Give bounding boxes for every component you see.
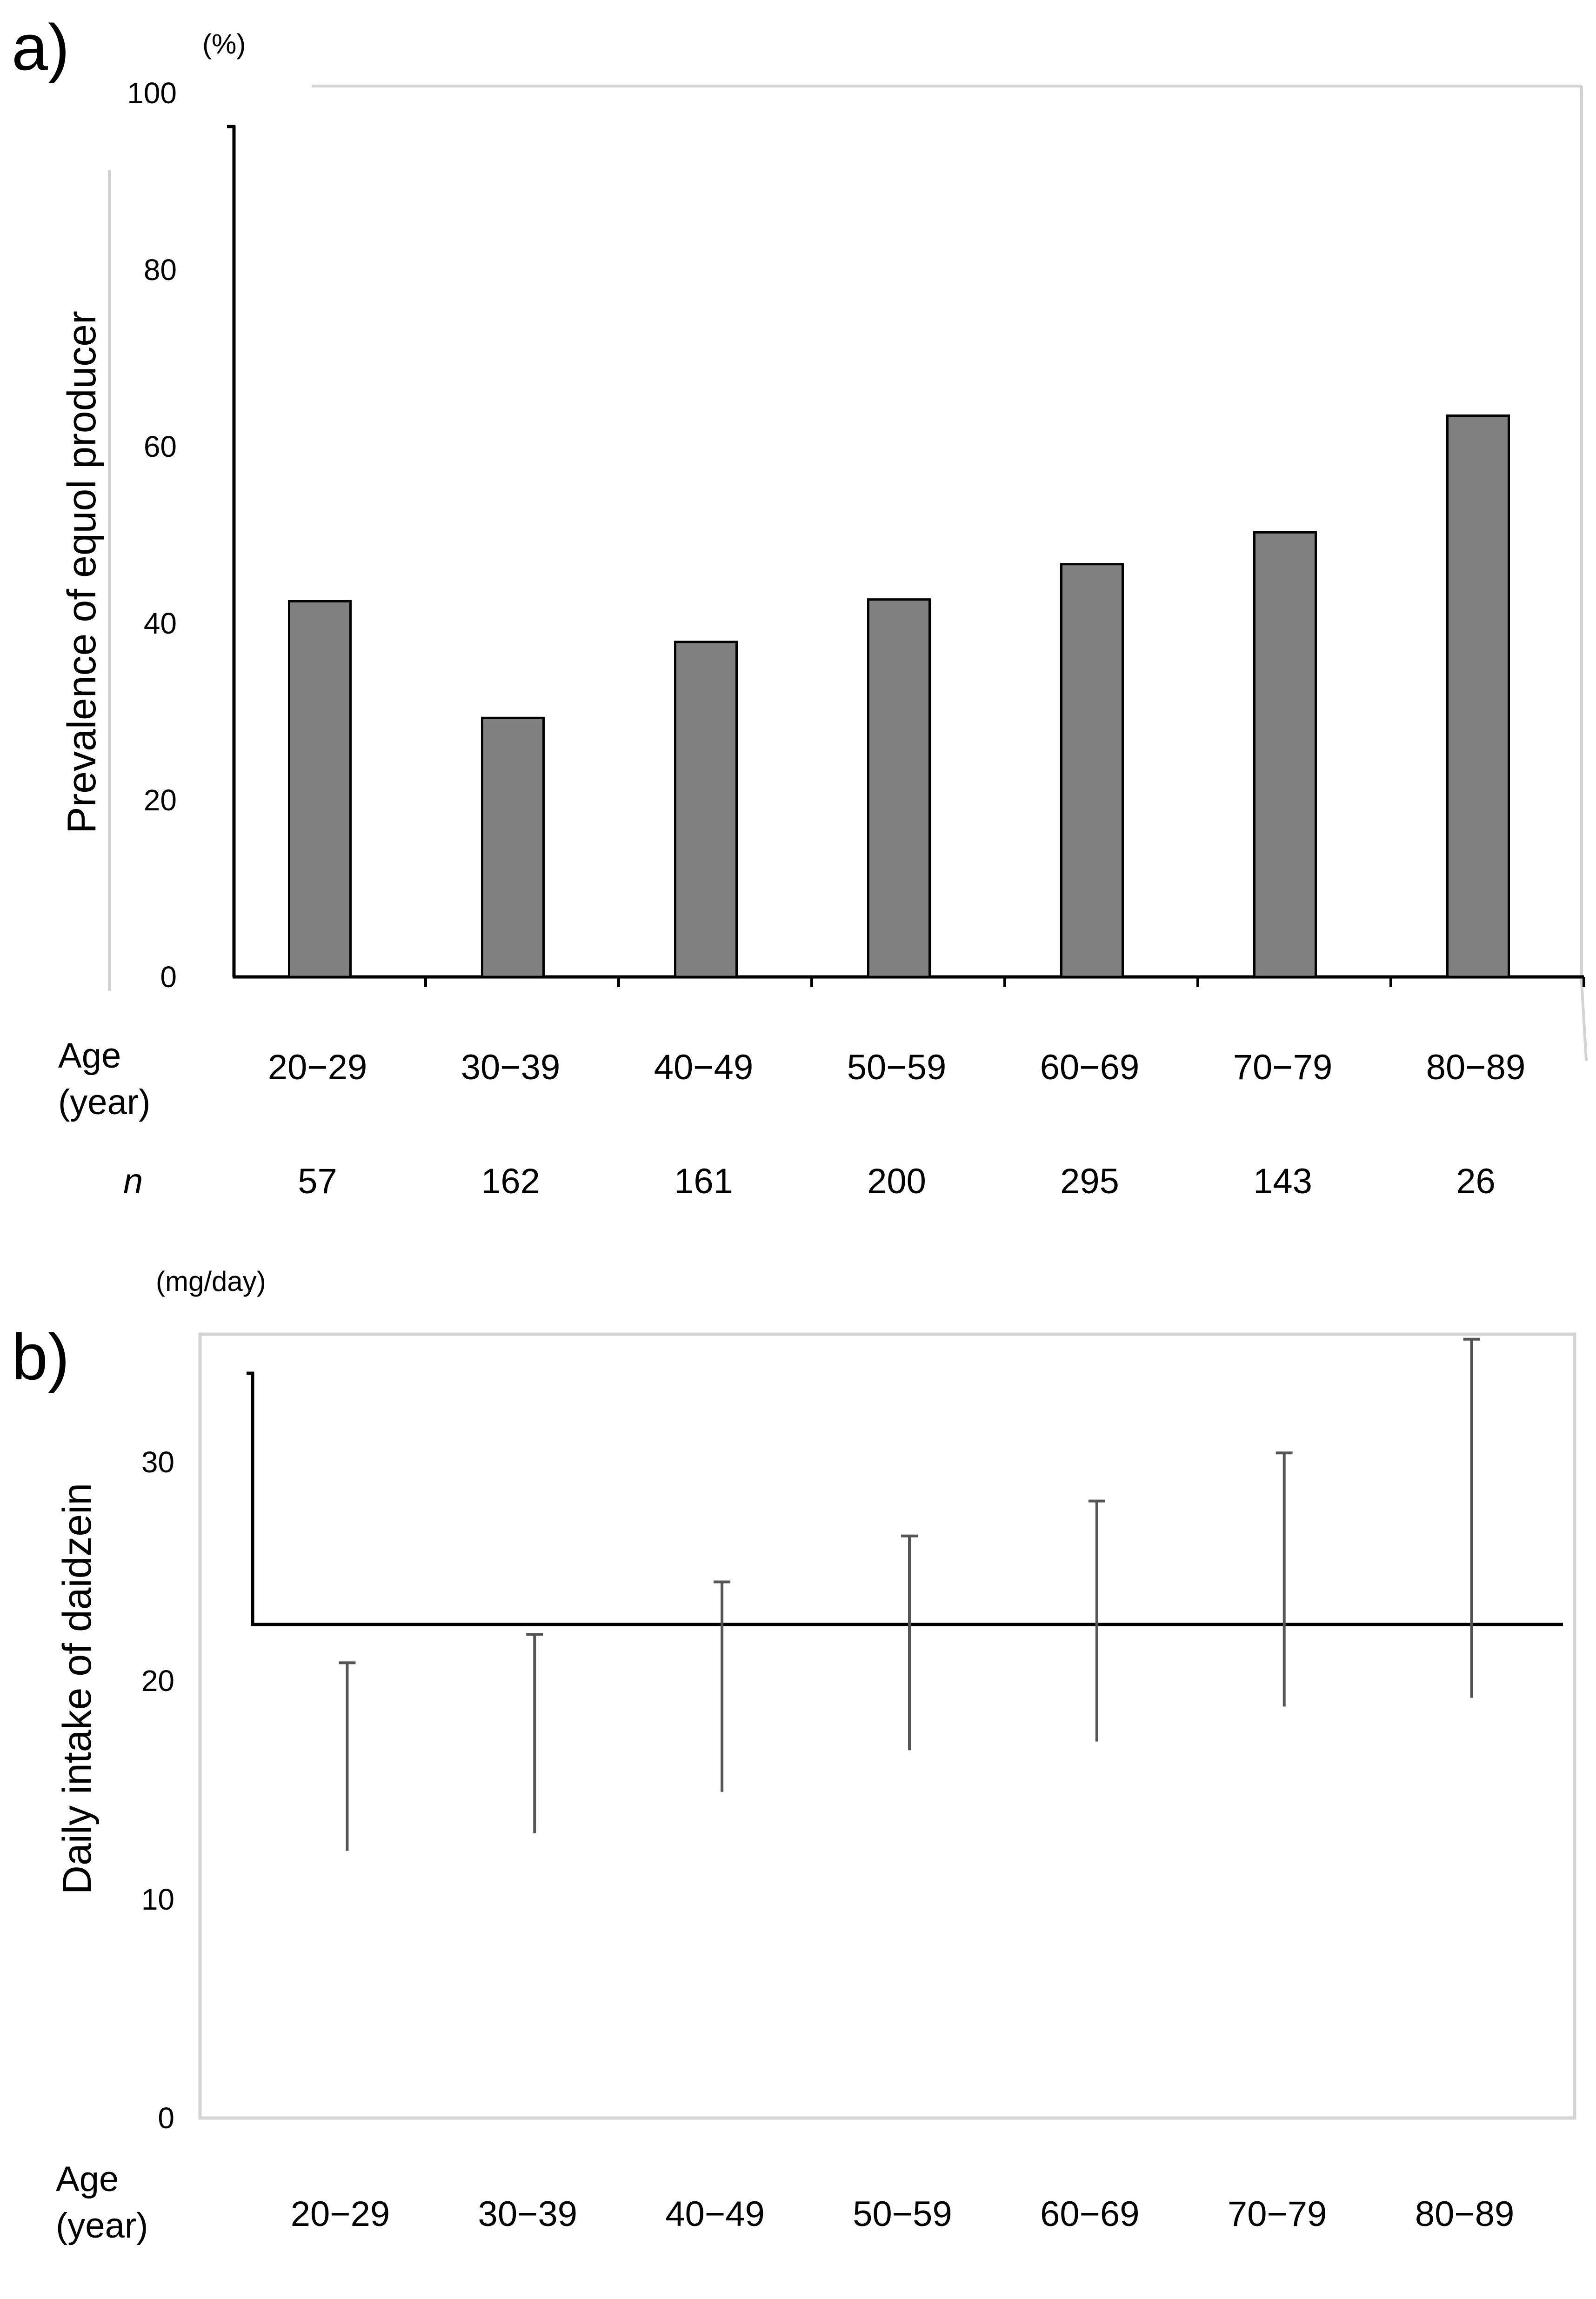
y-tick-label: 80 <box>144 253 177 287</box>
y-tick-label: 40 <box>144 607 177 640</box>
y-tick-label: 60 <box>144 430 177 463</box>
panel-b: (mg/day) b) 0 10 20 30 20−29 30−39 40−49 50−59… <box>12 1266 1576 2246</box>
x-tick-label: 50−59 <box>853 2194 952 2234</box>
panel-a-n-values: 57 162 161 200 295 143 26 <box>298 1162 1496 1201</box>
panel-b-unit: (mg/day) <box>156 1266 266 1297</box>
panel-a-bars <box>288 414 1510 978</box>
x-tick-label: 50−59 <box>847 1048 946 1087</box>
bar <box>288 600 352 978</box>
panel-a-category-labels: 20−29 30−39 40−49 50−59 60−69 70−79 80−89 <box>268 1048 1525 1087</box>
panel-a-frame-corner <box>1580 981 1588 1061</box>
panel-b-y-axis-label: Daily intake of daidzein <box>55 1483 100 1894</box>
bar <box>674 641 738 978</box>
n-value: 200 <box>867 1162 926 1201</box>
panel-b-y-ticks: 0 10 20 30 <box>141 1445 174 2135</box>
panel-a-unit: (%) <box>202 28 246 60</box>
bar <box>1446 414 1510 978</box>
bar <box>867 598 931 978</box>
n-value: 26 <box>1456 1162 1496 1201</box>
panel-b-x-label-age: Age <box>56 2159 119 2199</box>
bar <box>1253 531 1317 978</box>
panel-a-y-ticks: 0 20 40 60 80 100 <box>127 76 177 994</box>
n-value: 162 <box>481 1162 540 1201</box>
panel-b-label: b) <box>12 1320 69 1393</box>
x-tick-label: 40−49 <box>654 1048 753 1087</box>
x-tick-label: 60−69 <box>1040 1048 1139 1087</box>
y-tick-label: 100 <box>127 76 177 110</box>
x-tick-label: 70−79 <box>1233 1048 1332 1087</box>
panel-a: a) (%) 0 20 40 60 80 100 20−29 30−39 40−49 50−59… <box>12 11 1588 1201</box>
y-tick-label: 0 <box>160 960 177 994</box>
panel-a-x-ticks <box>424 977 1585 987</box>
bar <box>481 716 545 978</box>
x-tick-label: 80−89 <box>1415 2194 1514 2234</box>
n-value: 57 <box>298 1162 337 1201</box>
x-tick-label: 30−39 <box>478 2194 577 2234</box>
y-tick-label: 20 <box>144 783 177 817</box>
x-tick-label: 60−69 <box>1040 2194 1139 2234</box>
x-tick-label: 20−29 <box>291 2194 390 2234</box>
x-tick-label: 40−49 <box>665 2194 764 2234</box>
panel-b-bars <box>339 1337 1480 1851</box>
x-tick-label: 80−89 <box>1426 1048 1525 1087</box>
y-tick-label: 0 <box>158 2101 174 2135</box>
panel-a-x-label-year: (year) <box>58 1083 150 1122</box>
x-tick-label: 70−79 <box>1228 2194 1327 2234</box>
panel-a-y-axis-label: Prevalence of equol producer <box>60 311 104 834</box>
y-tick-label: 10 <box>141 1883 174 1916</box>
panel-b-frame <box>198 1332 1576 2120</box>
n-value: 295 <box>1060 1162 1119 1201</box>
n-value: 161 <box>674 1162 733 1201</box>
y-tick-label: 30 <box>141 1445 174 1479</box>
panel-a-label: a) <box>12 11 69 84</box>
x-tick-label: 30−39 <box>461 1048 560 1087</box>
panel-b-category-labels: 20−29 30−39 40−49 50−59 60−69 70−79 80−89 <box>291 2194 1515 2234</box>
panel-b-x-label-year: (year) <box>56 2206 148 2246</box>
y-tick-label: 20 <box>141 1664 174 1698</box>
n-value: 143 <box>1253 1162 1312 1201</box>
panel-a-n-label: n <box>123 1162 143 1201</box>
x-tick-label: 20−29 <box>268 1048 367 1087</box>
panel-a-x-label-age: Age <box>58 1036 121 1076</box>
bar <box>1060 563 1124 978</box>
